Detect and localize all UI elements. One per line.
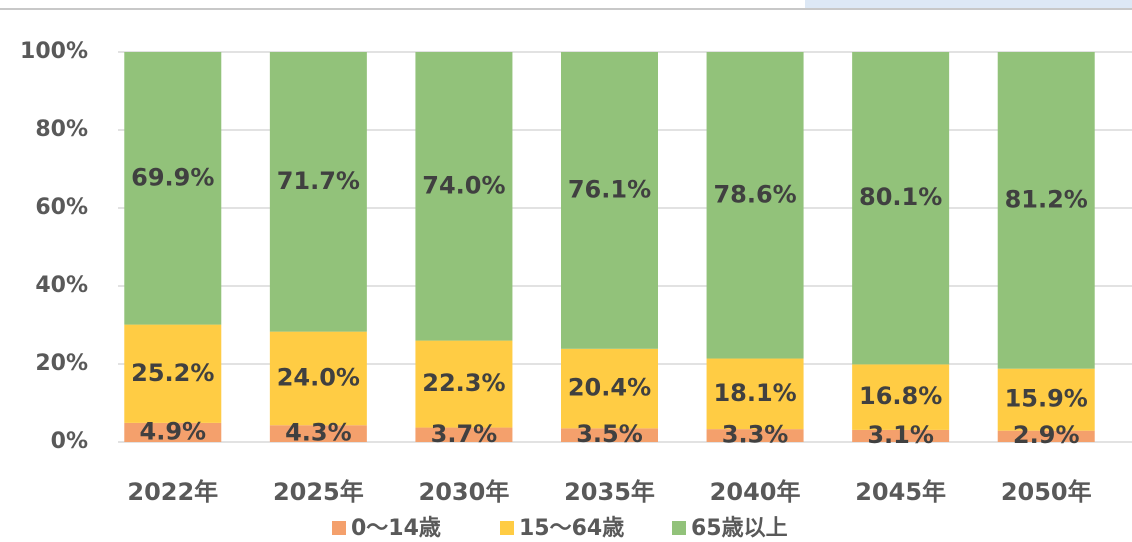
bar-segment xyxy=(997,52,1095,369)
bar-segment xyxy=(561,428,658,442)
data-label: 18.1% xyxy=(713,379,796,407)
bar-segment xyxy=(852,52,950,365)
bar-segment xyxy=(852,429,950,442)
data-label: 3.3% xyxy=(722,421,789,449)
x-tick-label: 2030年 xyxy=(419,478,510,506)
data-label: 2.9% xyxy=(1013,421,1080,449)
legend-label: 15～64歳 xyxy=(519,516,624,541)
data-label: 20.4% xyxy=(568,374,651,402)
data-label: 4.3% xyxy=(285,419,352,447)
y-tick-label: 0% xyxy=(51,429,88,454)
data-label: 4.9% xyxy=(140,417,207,445)
x-tick-label: 2025年 xyxy=(273,478,364,506)
legend-swatch xyxy=(500,521,514,535)
header-panel xyxy=(805,0,1132,9)
data-label: 76.1% xyxy=(568,175,651,203)
data-label: 3.5% xyxy=(576,420,643,448)
x-tick-label: 2040年 xyxy=(710,478,801,506)
x-tick-label: 2050年 xyxy=(1001,478,1092,506)
bar-segment xyxy=(124,422,222,442)
y-tick-label: 60% xyxy=(35,195,88,220)
bar-segment xyxy=(124,324,222,423)
data-label: 15.9% xyxy=(1005,385,1088,413)
legend-swatch xyxy=(672,521,686,535)
data-label: 3.1% xyxy=(867,421,934,449)
data-label: 78.6% xyxy=(713,180,796,208)
bar-segment xyxy=(561,52,658,349)
x-tick-label: 2045年 xyxy=(855,478,946,506)
bar-segment xyxy=(415,427,513,442)
bar-segment xyxy=(124,52,222,325)
legend-label: 65歳以上 xyxy=(691,516,788,541)
data-label: 3.7% xyxy=(431,420,498,448)
legend-swatch xyxy=(332,521,346,535)
bar-segment xyxy=(706,358,804,430)
bar-segment xyxy=(561,348,658,429)
data-label: 74.0% xyxy=(422,171,505,199)
bar-segment xyxy=(269,331,367,426)
data-label: 24.0% xyxy=(277,363,360,391)
data-label: 81.2% xyxy=(1005,185,1088,213)
bar-segment xyxy=(415,52,513,341)
bar-segment xyxy=(706,52,804,359)
bar-segment xyxy=(706,429,804,442)
data-label: 69.9% xyxy=(131,163,214,191)
y-tick-label: 100% xyxy=(20,39,88,64)
legend-label: 0～14歳 xyxy=(351,516,441,541)
x-tick-label: 2022年 xyxy=(127,478,218,506)
bar-segment xyxy=(852,364,950,430)
data-label: 22.3% xyxy=(422,369,505,397)
bar-segment xyxy=(997,430,1095,442)
y-tick-label: 40% xyxy=(35,273,88,298)
x-tick-label: 2035年 xyxy=(564,478,655,506)
data-label: 16.8% xyxy=(859,382,942,410)
y-tick-label: 80% xyxy=(35,117,88,142)
data-label: 25.2% xyxy=(131,359,214,387)
bar-segment xyxy=(269,52,367,332)
bar-segment xyxy=(997,368,1095,431)
bar-segment xyxy=(269,425,367,442)
bar-segment xyxy=(415,340,513,428)
y-tick-label: 20% xyxy=(35,351,88,376)
data-label: 71.7% xyxy=(277,167,360,195)
data-label: 80.1% xyxy=(859,183,942,211)
